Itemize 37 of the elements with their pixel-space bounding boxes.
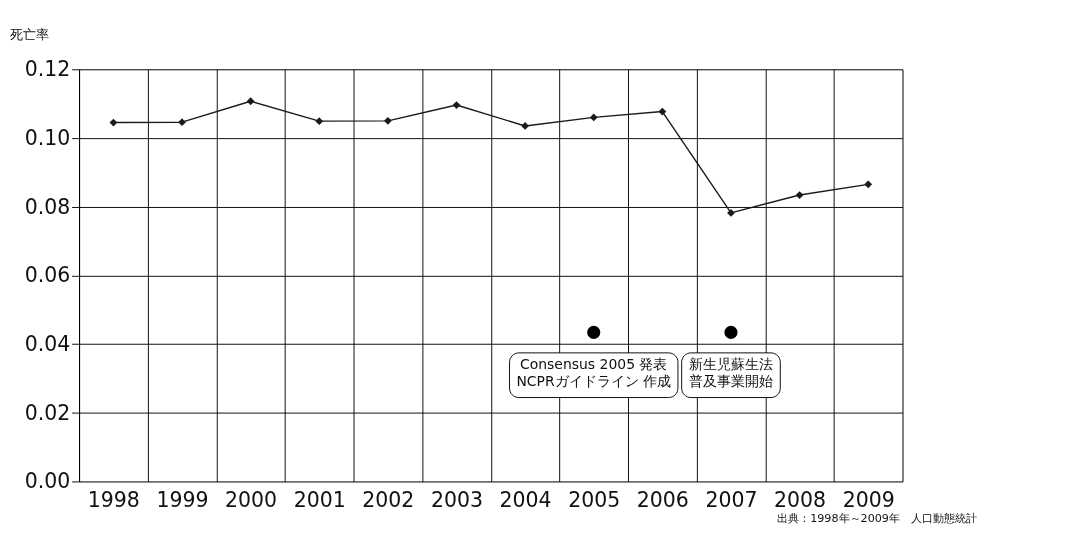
y-axis-title: 死亡率 — [9, 27, 49, 43]
x-tick-label: 2002 — [362, 488, 415, 513]
x-tick-label: 2003 — [430, 488, 483, 513]
point — [109, 118, 118, 127]
point — [724, 325, 738, 339]
source-note: 出典：1998年～2009年 人口動態統計 — [777, 512, 977, 526]
point — [727, 208, 735, 217]
point — [521, 122, 530, 130]
y-tick-label: 0.12 — [24, 57, 71, 82]
x-tick-label: 1999 — [156, 488, 209, 513]
x-tick-label: 2006 — [636, 488, 689, 513]
point — [452, 101, 461, 109]
y-tick-label: 0.08 — [24, 194, 71, 219]
y-tick-label: 0.00 — [24, 469, 71, 494]
x-tick-label: 2004 — [499, 488, 552, 513]
point — [246, 97, 255, 106]
y-tick-label: 0.02 — [24, 400, 71, 425]
point — [589, 113, 598, 122]
annotation: Consensus 2005 発表 NCPRガイドライン 作成 — [516, 355, 672, 390]
x-tick-label: 1998 — [87, 488, 140, 513]
point — [864, 180, 873, 189]
point — [587, 325, 601, 339]
y-tick-label: 0.04 — [24, 332, 71, 357]
x-tick-label: 2007 — [705, 488, 758, 513]
y-tick-label: 0.06 — [24, 263, 71, 288]
point — [795, 191, 804, 199]
point — [383, 116, 392, 125]
point — [315, 117, 324, 126]
x-tick-label: 2005 — [568, 488, 621, 513]
x-tick-label: 2000 — [225, 488, 278, 513]
x-tick-label: 2009 — [842, 488, 895, 513]
point — [658, 107, 667, 116]
x-tick-label: 2001 — [293, 488, 346, 513]
x-tick-label: 2008 — [774, 488, 827, 513]
annotation: 新生児蘇生法普及事業開始 — [688, 355, 773, 390]
y-tick-label: 0.10 — [24, 125, 71, 150]
point — [178, 118, 186, 127]
